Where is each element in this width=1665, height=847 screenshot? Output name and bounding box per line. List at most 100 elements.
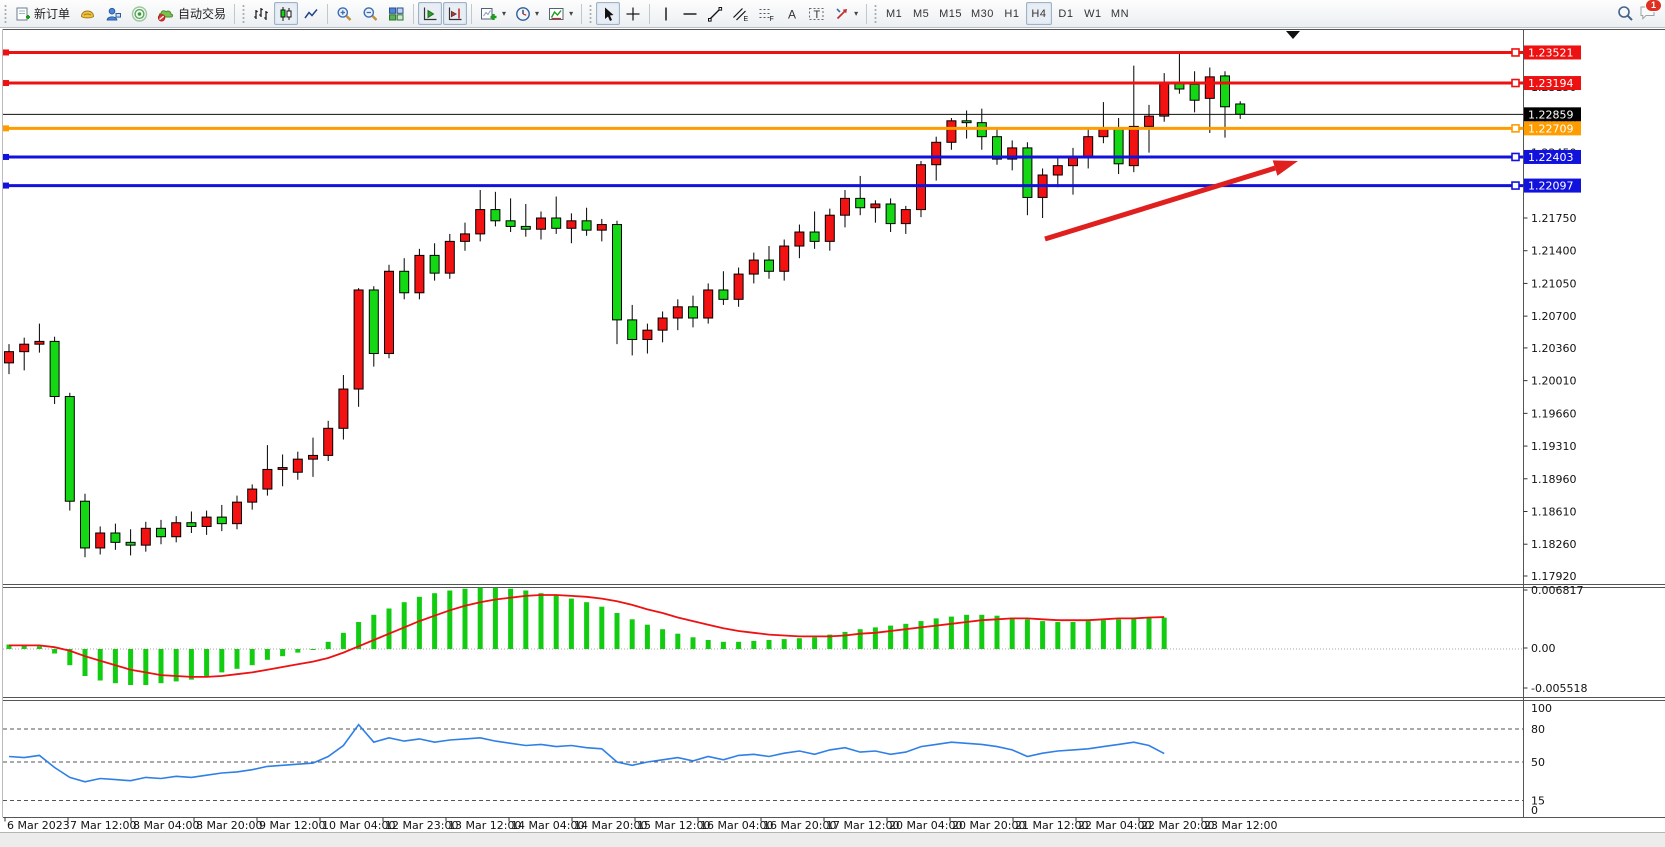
crosshair-tool-button[interactable]	[621, 2, 645, 25]
svg-text:1.22403: 1.22403	[1528, 151, 1574, 164]
svg-text:12 Mar 23:00: 12 Mar 23:00	[385, 819, 458, 832]
line-handle[interactable]	[3, 49, 9, 56]
arrows-tool-button[interactable]: ▾	[830, 2, 862, 25]
line-handle[interactable]	[1511, 78, 1520, 88]
chart-shift-icon	[448, 7, 462, 20]
channel-tool-button[interactable]: E	[728, 2, 753, 25]
dropdown-caret: ▾	[569, 9, 574, 18]
shift-marker-icon[interactable]	[1286, 31, 1300, 39]
timeframe-h4-button[interactable]: H4	[1025, 2, 1052, 25]
tile-windows-button[interactable]	[384, 2, 409, 25]
zoom-in-button[interactable]	[332, 2, 357, 25]
toolbar-grip[interactable]	[873, 4, 879, 23]
trend-arrow[interactable]	[1044, 160, 1298, 242]
bar-chart-icon	[254, 7, 268, 20]
zoom-in-icon	[337, 6, 352, 21]
toolbar-grip[interactable]	[3, 4, 8, 23]
svg-text:0.00: 0.00	[1531, 642, 1556, 655]
line-handle[interactable]	[3, 153, 9, 160]
auto-trading-button[interactable]: 自动交易	[153, 2, 230, 25]
svg-text:15: 15	[1531, 795, 1545, 808]
fibonacci-tool-button[interactable]: F	[754, 2, 779, 25]
timeframe-m15-button[interactable]: M15	[935, 2, 966, 25]
trendline-tool-button[interactable]	[703, 2, 727, 25]
svg-text:1.20700: 1.20700	[1531, 310, 1577, 323]
timeframe-d1-button[interactable]: D1	[1053, 2, 1079, 25]
new-order-icon	[16, 7, 30, 20]
svg-text:14 Mar 04:00: 14 Mar 04:00	[511, 819, 584, 832]
candles	[4, 53, 1246, 558]
timeframe-h1-button[interactable]: H1	[999, 2, 1025, 25]
vertical-line-tool-button[interactable]	[654, 2, 677, 25]
svg-text:1.18610: 1.18610	[1531, 505, 1577, 518]
fibo-glyph: F	[770, 16, 774, 22]
cursor-icon	[605, 7, 614, 21]
search-button[interactable]	[1613, 2, 1638, 25]
line-chart-button[interactable]	[299, 2, 323, 25]
svg-text:1.21750: 1.21750	[1531, 212, 1577, 225]
text-glyph: A	[788, 7, 796, 21]
line-handle[interactable]	[3, 80, 9, 87]
svg-text:8 Mar 04:00: 8 Mar 04:00	[133, 819, 199, 832]
gold-button[interactable]	[75, 2, 100, 25]
svg-text:1.19660: 1.19660	[1531, 407, 1577, 420]
new-order-dropdown-button[interactable]: ▾	[476, 2, 510, 25]
line-handle[interactable]	[3, 125, 9, 132]
toolbar-grip[interactable]	[588, 4, 594, 23]
svg-text:1.17920: 1.17920	[1531, 570, 1577, 583]
chart-shift-button[interactable]	[443, 2, 468, 25]
candlestick-chart-button[interactable]	[274, 2, 299, 25]
auto-trading-label: 自动交易	[178, 7, 227, 21]
timeframe-m1-button[interactable]: M1	[881, 2, 907, 25]
toolbar-separator	[866, 3, 868, 24]
bar-chart-button[interactable]	[249, 2, 273, 25]
svg-text:100: 100	[1531, 702, 1552, 715]
svg-text:16 Mar 04:00: 16 Mar 04:00	[700, 819, 773, 832]
line-handle[interactable]	[1511, 152, 1520, 162]
toolbar-grip[interactable]	[241, 4, 247, 23]
horizontal-lines[interactable]	[3, 48, 1524, 190]
dropdown-caret: ▾	[502, 9, 507, 18]
toolbar-separator	[471, 3, 473, 24]
timeframe-m30-button[interactable]: M30	[967, 2, 998, 25]
text-label-tool-button[interactable]: T	[804, 2, 829, 25]
svg-text:20 Mar 04:00: 20 Mar 04:00	[889, 819, 962, 832]
arrows-icon	[836, 7, 848, 19]
cursor-tool-button[interactable]	[596, 2, 621, 25]
new-order-button[interactable]: 新订单	[11, 2, 74, 25]
line-handle[interactable]	[3, 182, 9, 189]
timeframe-w1-button[interactable]: W1	[1080, 2, 1106, 25]
svg-text:22 Mar 04:00: 22 Mar 04:00	[1078, 819, 1151, 832]
line-handle[interactable]	[1511, 181, 1520, 190]
timeframe-m5-button[interactable]: M5	[908, 2, 934, 25]
svg-text:1.20360: 1.20360	[1531, 342, 1577, 355]
panel-frames	[2, 29, 1665, 818]
signals-button[interactable]	[127, 2, 152, 25]
line-handle[interactable]	[1511, 124, 1520, 133]
horizontal-line-tool-button[interactable]	[678, 2, 702, 25]
indicators-dropdown-button[interactable]: ▾	[544, 2, 577, 25]
text-tool-button[interactable]: A	[780, 2, 803, 25]
horizontal-line-icon	[683, 12, 697, 15]
toolbar: 新订单 自动交易	[0, 0, 1665, 28]
auto-scroll-button[interactable]	[418, 2, 443, 25]
toolbar-separator	[581, 3, 583, 24]
svg-text:23 Mar 12:00: 23 Mar 12:00	[1204, 819, 1277, 832]
svg-text:1.18960: 1.18960	[1531, 473, 1577, 486]
timeframe-mn-button[interactable]: MN	[1107, 2, 1133, 25]
community-button[interactable]	[101, 2, 126, 25]
chat-button[interactable]: 1	[1639, 0, 1662, 24]
line-handle[interactable]	[1511, 48, 1520, 57]
svg-text:6 Mar 2023: 6 Mar 2023	[7, 819, 70, 832]
macd-axis-labels: 0.006817 0.00 -0.005518	[1523, 584, 1587, 695]
svg-text:13 Mar 12:00: 13 Mar 12:00	[448, 819, 521, 832]
zoom-out-button[interactable]	[358, 2, 383, 25]
svg-text:21 Mar 12:00: 21 Mar 12:00	[1015, 819, 1088, 832]
svg-text:14 Mar 20:00: 14 Mar 20:00	[574, 819, 647, 832]
dropdown-caret: ▾	[854, 9, 859, 18]
svg-text:1.23521: 1.23521	[1528, 46, 1574, 59]
gold-ingot-icon	[81, 9, 95, 18]
period-dropdown-button[interactable]: ▾	[511, 2, 543, 25]
crosshair-icon	[626, 7, 640, 20]
